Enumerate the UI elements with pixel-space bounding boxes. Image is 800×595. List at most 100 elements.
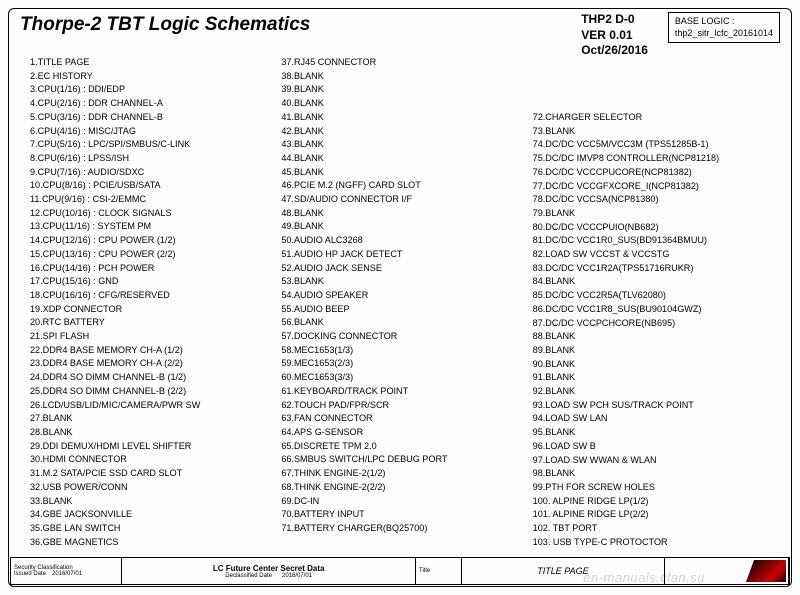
- index-entry: 40.BLANK: [281, 97, 528, 111]
- index-entry: 6.CPU(4/16) : MISC/JTAG: [30, 125, 277, 139]
- index-entry: 7.CPU(5/16) : LPC/SPI/SMBUS/C-LINK: [30, 138, 277, 152]
- index-entry: 29.DDI DEMUX/HDMI LEVEL SHIFTER: [30, 440, 277, 454]
- index-entry: 46.PCIE M.2 (NGFF) CARD SLOT: [281, 179, 528, 193]
- index-entry: 99.PTH FOR SCREW HOLES: [533, 481, 780, 495]
- index-entry: 80.DC/DC VCCCPUIO(NB682): [533, 221, 780, 235]
- index-entry: 9.CPU(7/16) : AUDIO/SDXC: [30, 166, 277, 180]
- index-entry: 97.LOAD SW WWAN & WLAN: [533, 454, 780, 468]
- index-entry: 65.DISCRETE TPM 2.0: [281, 440, 528, 454]
- index-entry: 27.BLANK: [30, 412, 277, 426]
- index-entry: 54.AUDIO SPEAKER: [281, 289, 528, 303]
- footer-title-label: Title: [416, 558, 462, 584]
- index-entry: 91.BLANK: [533, 371, 780, 385]
- index-entry: 59.MEC1653(2/3): [281, 357, 528, 371]
- index-entry: 14.CPU(12/16) : CPU POWER (1/2): [30, 234, 277, 248]
- index-entry: 77.DC/DC VCCGFXCORE_I(NCP81382): [533, 180, 780, 194]
- index-entry: 101. ALPINE RIDGE LP(2/2): [533, 508, 780, 522]
- footer-security: Security Classification Issued Date 2016…: [11, 558, 122, 584]
- index-entry: 79.BLANK: [533, 207, 780, 221]
- index-entry: 43.BLANK: [281, 138, 528, 152]
- index-entry: 16.CPU(14/16) : PCH POWER: [30, 262, 277, 276]
- index-entry: 85.DC/DC VCC2R5A(TLV62080): [533, 289, 780, 303]
- index-entry: 39.BLANK: [281, 83, 528, 97]
- index-entry: 23.DDR4 BASE MEMORY CH-A (2/2): [30, 357, 277, 371]
- index-entry: 102. TBT PORT: [533, 522, 780, 536]
- base-logic-box: BASE LOGIC : thp2_sitr_lcfc_20161014: [668, 12, 780, 43]
- index-entry: 51.AUDIO HP JACK DETECT: [281, 248, 528, 262]
- index-entry: 71.BATTERY CHARGER(BQ25700): [281, 522, 528, 536]
- index-entry: 17.CPU(15/16) : GND: [30, 275, 277, 289]
- index-entry: 8.CPU(6/16) : LPSS/ISH: [30, 152, 277, 166]
- index-column-2: 37.RJ45 CONNECTOR38.BLANK39.BLANK40.BLAN…: [281, 56, 528, 555]
- index-entry: 94.LOAD SW LAN: [533, 412, 780, 426]
- index-entry: 62.TOUCH PAD/FPR/SCR: [281, 399, 528, 413]
- index-entry: 11.CPU(9/16) : CSI-2/EMMC: [30, 193, 277, 207]
- index-entry: 38.BLANK: [281, 70, 528, 84]
- index-entry: 74.DC/DC VCC5M/VCC3M (TPS51285B-1): [533, 138, 780, 152]
- index-entry: 3.CPU(1/16) : DDI/EDP: [30, 83, 277, 97]
- index-entry: 20.RTC BATTERY: [30, 316, 277, 330]
- index-entry: 22.DDR4 BASE MEMORY CH-A (1/2): [30, 344, 277, 358]
- base-logic-label: BASE LOGIC :: [675, 16, 773, 28]
- index-entry: 60.MEC1653(3/3): [281, 371, 528, 385]
- index-entry: 31.M.2 SATA/PCIE SSD CARD SLOT: [30, 467, 277, 481]
- index-entry: 93.LOAD SW PCH SUS/TRACK POINT: [533, 399, 780, 413]
- index-entry: 56.BLANK: [281, 316, 528, 330]
- index-entry: 2.EC HISTORY: [30, 70, 277, 84]
- index-entry: 26.LCD/USB/LID/MIC/CAMERA/PWR SW: [30, 399, 277, 413]
- index-entry: 57.DOCKING CONNECTOR: [281, 330, 528, 344]
- index-entry: 45.BLANK: [281, 166, 528, 180]
- index-entry: 87.DC/DC VCCPCHCORE(NB695): [533, 317, 780, 331]
- index-entry: 89.BLANK: [533, 344, 780, 358]
- index-entry: 41.BLANK: [281, 111, 528, 125]
- index-entry: 13.CPU(11/16) : SYSTEM PM: [30, 220, 277, 234]
- index-entry: 72.CHARGER SELECTOR: [533, 111, 780, 125]
- index-entry: 36.GBE MAGNETICS: [30, 536, 277, 550]
- index-entry: 34.GBE JACKSONVILLE: [30, 508, 277, 522]
- index-entry: 98.BLANK: [533, 467, 780, 481]
- index-entry: 63.FAN CONNECTOR: [281, 412, 528, 426]
- index-entry: 86.DC/DC VCC1R8_SUS(BU90104GWZ): [533, 303, 780, 317]
- index-entry: 35.GBE LAN SWITCH: [30, 522, 277, 536]
- index-entry: 44.BLANK: [281, 152, 528, 166]
- index-entry: 49.BLANK: [281, 220, 528, 234]
- index-column-3: 72.CHARGER SELECTOR73.BLANK74.DC/DC VCC5…: [533, 56, 780, 555]
- index-entry: 18.CPU(16/16) : CFG/RESERVED: [30, 289, 277, 303]
- index-entry: 68.THINK ENGINE-2(2/2): [281, 481, 528, 495]
- index-entry: 4.CPU(2/16) : DDR CHANNEL-A: [30, 97, 277, 111]
- version-line1: THP2 D-0: [581, 12, 648, 28]
- index-entry: 67.THINK ENGINE-2(1/2): [281, 467, 528, 481]
- index-entry: 42.BLANK: [281, 125, 528, 139]
- index-entry: 52.AUDIO JACK SENSE: [281, 262, 528, 276]
- index-entry: 82.LOAD SW VCCST & VCCSTG: [533, 248, 780, 262]
- header: Thorpe-2 TBT Logic Schematics THP2 D-0 V…: [20, 14, 780, 59]
- index-entry: 100. ALPINE RIDGE LP(1/2): [533, 495, 780, 509]
- index-entry: 28.BLANK: [30, 426, 277, 440]
- index-entry: 10.CPU(8/16) : PCIE/USB/SATA: [30, 179, 277, 193]
- index-entry: 33.BLANK: [30, 495, 277, 509]
- index-entry: 73.BLANK: [533, 125, 780, 139]
- base-logic-value: thp2_sitr_lcfc_20161014: [675, 28, 773, 40]
- index-entry: 12.CPU(10/16) : CLOCK SIGNALS: [30, 207, 277, 221]
- version-block: THP2 D-0 VER 0.01 Oct/26/2016: [581, 12, 648, 59]
- index-entry: 90.BLANK: [533, 358, 780, 372]
- index-entry: 61.KEYBOARD/TRACK POINT: [281, 385, 528, 399]
- index-entry: 21.SPI FLASH: [30, 330, 277, 344]
- index-entry: 88.BLANK: [533, 330, 780, 344]
- index-entry: 81.DC/DC VCC1R0_SUS(BD91364BMUU): [533, 234, 780, 248]
- index-entry: 83.DC/DC VCC1R2A(TPS51716RUKR): [533, 262, 780, 276]
- index-entry: 96.LOAD SW B: [533, 440, 780, 454]
- index-entry: 58.MEC1653(1/3): [281, 344, 528, 358]
- version-line2: VER 0.01: [581, 28, 648, 44]
- index-entry: 69.DC-IN: [281, 495, 528, 509]
- index-entry: 37.RJ45 CONNECTOR: [281, 56, 528, 70]
- index-entry: 24.DDR4 SO DIMM CHANNEL-B (1/2): [30, 371, 277, 385]
- index-entry: 66.SMBUS SWITCH/LPC DEBUG PORT: [281, 453, 528, 467]
- index-entry: 55.AUDIO BEEP: [281, 303, 528, 317]
- index-columns: 1.TITLE PAGE2.EC HISTORY3.CPU(1/16) : DD…: [30, 56, 780, 555]
- index-entry: 76.DC/DC VCCCPUCORE(NCP81382): [533, 166, 780, 180]
- logo-icon: [746, 560, 786, 582]
- index-entry: 84.BLANK: [533, 275, 780, 289]
- index-entry: 30.HDMI CONNECTOR: [30, 453, 277, 467]
- document-title: Thorpe-2 TBT Logic Schematics: [20, 14, 571, 36]
